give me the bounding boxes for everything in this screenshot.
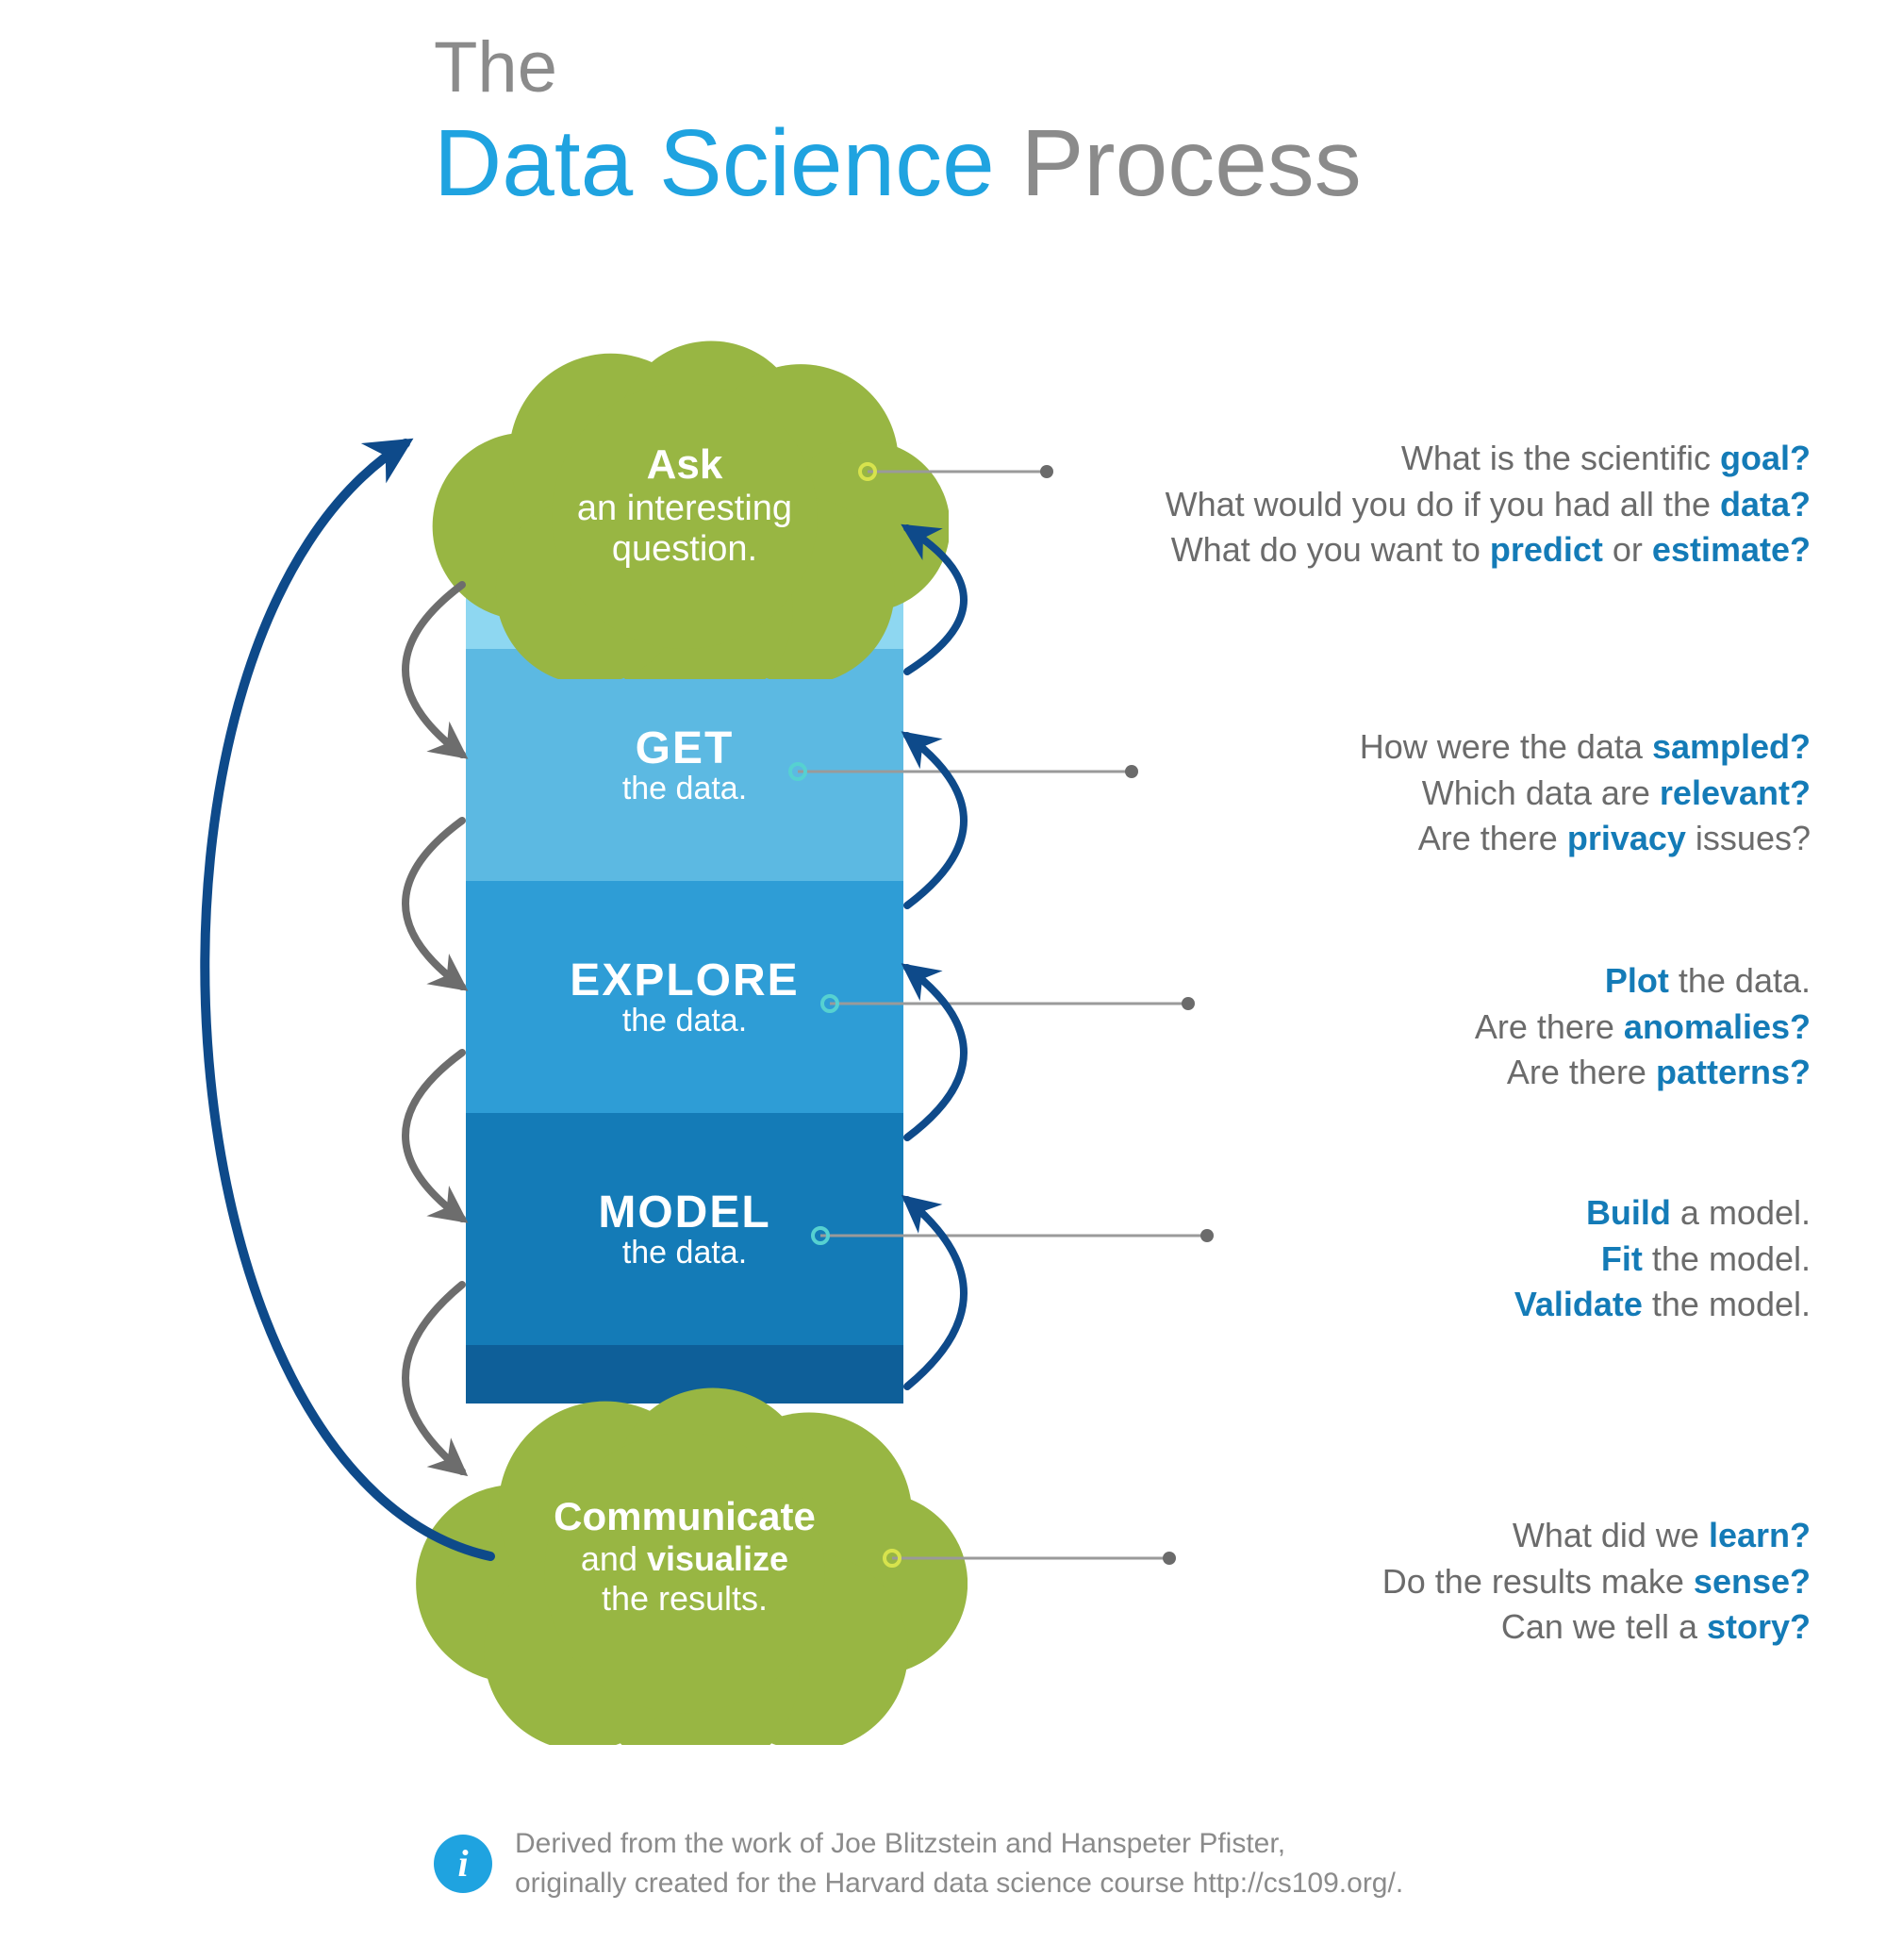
- annotation-line: What would you do if you had all the dat…: [1166, 482, 1811, 528]
- cloud-ask-text: Askan interestingquestion.: [421, 441, 949, 570]
- process-band: GETthe data.: [466, 649, 903, 881]
- annotation-line: Are there patterns?: [1475, 1050, 1811, 1096]
- band-title: GET: [636, 723, 735, 774]
- info-icon: i: [434, 1835, 492, 1893]
- annotation-line: Do the results make sense?: [1382, 1559, 1811, 1605]
- page-title: The Data Science Process: [434, 28, 1362, 215]
- attribution-line2: originally created for the Harvard data …: [515, 1864, 1403, 1903]
- annotation-line: How were the data sampled?: [1360, 724, 1811, 771]
- annotation: Plot the data.Are there anomalies?Are th…: [1475, 958, 1811, 1096]
- band-subtitle: the data.: [622, 771, 747, 807]
- annotation: What is the scientific goal?What would y…: [1166, 436, 1811, 573]
- annotation-line: Are there privacy issues?: [1360, 816, 1811, 862]
- attribution-footer: i Derived from the work of Joe Blitzstei…: [434, 1824, 1403, 1903]
- cloud-communicate: Communicateand visualizethe results.: [402, 1387, 968, 1745]
- cloud-communicate-text: Communicateand visualizethe results.: [402, 1494, 968, 1619]
- annotation-line: Are there anomalies?: [1475, 1005, 1811, 1051]
- annotation-line: What did we learn?: [1382, 1513, 1811, 1559]
- annotation-line: Can we tell a story?: [1382, 1604, 1811, 1651]
- title-strong: Data Science: [434, 110, 995, 216]
- band-title: MODEL: [598, 1187, 770, 1238]
- annotation-line: What do you want to predict or estimate?: [1166, 527, 1811, 573]
- annotation: How were the data sampled?Which data are…: [1360, 724, 1811, 862]
- band-subtitle: the data.: [622, 1003, 747, 1039]
- band-subtitle: the data.: [622, 1235, 747, 1271]
- cloud-ask: Askan interestingquestion.: [421, 340, 949, 679]
- annotation: Build a model.Fit the model.Validate the…: [1514, 1190, 1811, 1328]
- annotation-line: What is the scientific goal?: [1166, 436, 1811, 482]
- process-band: MODELthe data.: [466, 1113, 903, 1345]
- attribution-line1: Derived from the work of Joe Blitzstein …: [515, 1824, 1403, 1864]
- attribution-text: Derived from the work of Joe Blitzstein …: [515, 1824, 1403, 1903]
- band-title: EXPLORE: [570, 955, 799, 1006]
- title-light: Process: [1021, 110, 1362, 216]
- annotation-line: Which data are relevant?: [1360, 771, 1811, 817]
- annotation: What did we learn?Do the results make se…: [1382, 1513, 1811, 1651]
- annotation-line: Validate the model.: [1514, 1282, 1811, 1328]
- annotation-line: Plot the data.: [1475, 958, 1811, 1005]
- annotation-line: Build a model.: [1514, 1190, 1811, 1237]
- title-pre: The: [434, 28, 1362, 108]
- process-column: GETthe data.EXPLOREthe data.MODELthe dat…: [466, 575, 903, 1404]
- annotation-line: Fit the model.: [1514, 1237, 1811, 1283]
- process-band: EXPLOREthe data.: [466, 881, 903, 1113]
- title-main: Data Science Process: [434, 111, 1362, 215]
